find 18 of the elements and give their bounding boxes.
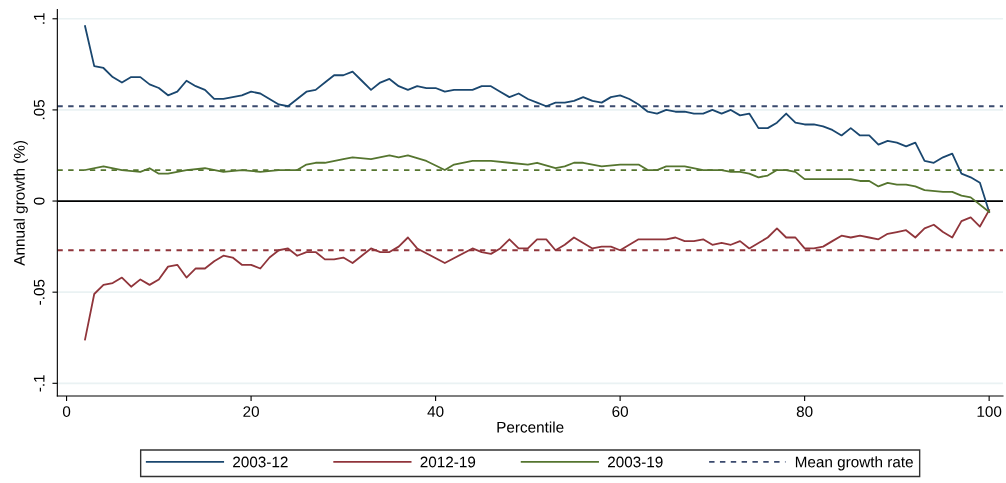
x-tick-label: 100 [977,406,1002,417]
legend-label: Mean growth rate [795,456,913,471]
x-tick-label: 20 [243,406,259,417]
y-tick-label: -.1 [33,375,45,392]
x-tick-label: 80 [796,406,813,417]
y-axis-title: Annual growth (%) [13,140,28,266]
legend-label: 2003-19 [608,456,663,468]
x-tick-label: 60 [612,406,629,417]
y-tick-label: .05 [33,99,45,120]
legend-label: 2003-12 [233,456,288,468]
x-tick-label: 40 [427,406,444,417]
y-tick-label: 0 [33,197,45,205]
y-tick-label: .1 [33,13,45,24]
line-series [84,25,991,213]
x-axis-title: Percentile [497,421,564,433]
legend-label: 2012-19 [420,456,476,468]
x-tick-label: 0 [62,406,71,417]
y-tick-label: -.05 [33,279,45,305]
